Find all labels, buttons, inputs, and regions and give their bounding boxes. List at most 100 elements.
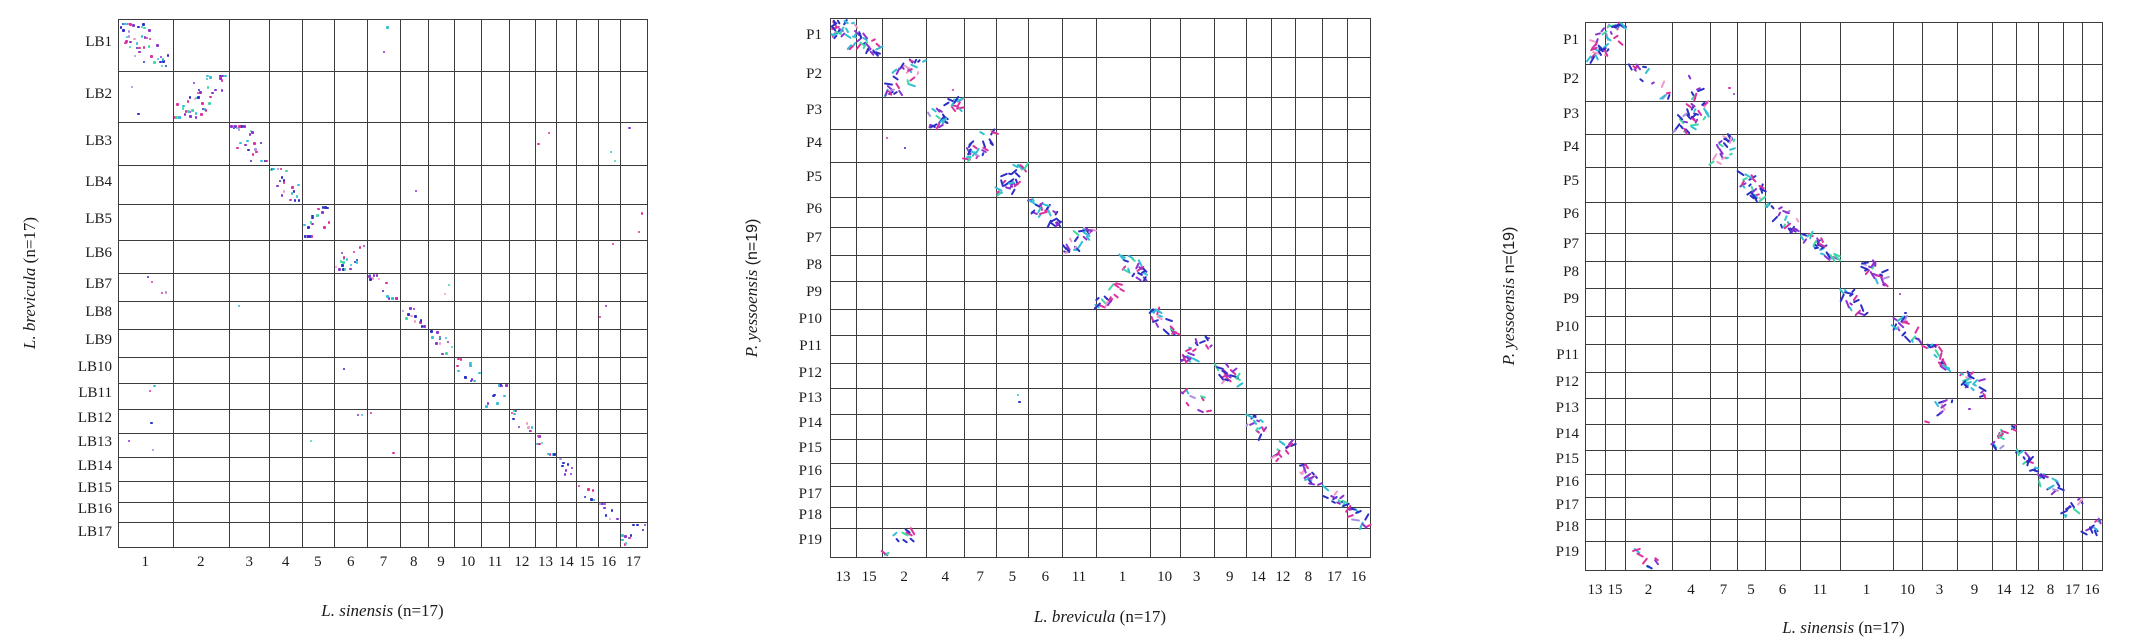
col-label: 1: [1118, 569, 1127, 585]
synteny-mark: [1322, 494, 1330, 500]
row-label: LB12: [77, 410, 112, 427]
synteny-mark: [1696, 109, 1703, 118]
synteny-mark: [125, 40, 128, 43]
synteny-mark: [891, 531, 898, 538]
col-label: 12: [1275, 569, 1291, 585]
synteny-mark: [1205, 409, 1212, 414]
synteny-mark: [1284, 448, 1291, 455]
stray-dot: [537, 142, 540, 145]
synteny-mark: [244, 143, 247, 147]
grid-line: [830, 485, 1371, 487]
x-axis-count: (n=17): [1115, 607, 1167, 626]
synteny-mark: [282, 190, 286, 193]
synteny-mark: [934, 114, 941, 120]
synteny-mark: [1007, 172, 1013, 176]
grid-line: [1585, 100, 2103, 102]
grid-line: [830, 557, 1371, 558]
grid-line: [1585, 424, 2103, 426]
stray-dot: [443, 292, 446, 295]
synteny-mark: [306, 235, 309, 238]
synteny-mark: [122, 29, 125, 32]
synteny-mark: [311, 222, 314, 226]
synteny-mark: [1184, 389, 1190, 396]
stray-dot: [1904, 311, 1907, 315]
synteny-mark: [230, 125, 233, 128]
synteny-mark: [604, 514, 608, 517]
row-label: P17: [798, 485, 822, 502]
synteny-mark: [353, 260, 357, 264]
col-label: 16: [601, 554, 617, 570]
grid-line: [118, 502, 648, 503]
col-label: 8: [410, 554, 418, 570]
col-label: 10: [1900, 582, 1915, 598]
grid-line: [830, 528, 1371, 530]
synteny-mark: [249, 159, 253, 163]
grid-line: [830, 335, 1371, 337]
synteny-mark: [438, 336, 442, 340]
synteny-mark: [1350, 518, 1360, 523]
synteny-mark: [129, 40, 132, 44]
synteny-mark: [1702, 107, 1710, 115]
synteny-mark: [156, 57, 160, 61]
synteny-mark: [436, 331, 439, 334]
synteny-mark: [260, 159, 263, 163]
synteny-mark: [310, 235, 313, 238]
grid-line: [1737, 22, 1738, 570]
grid-line: [830, 18, 831, 557]
synteny-mark: [220, 89, 224, 92]
grid-line: [830, 507, 1371, 509]
stray-dot: [150, 421, 153, 424]
synteny-mark: [629, 534, 633, 537]
synteny-mark: [1330, 499, 1336, 504]
synteny-mark: [441, 352, 444, 356]
stray-dot: [611, 243, 614, 246]
synteny-mark: [999, 172, 1009, 178]
synteny-mark: [394, 297, 398, 300]
grid-line: [1585, 134, 2103, 136]
synteny-mark: [285, 169, 288, 173]
grid-line: [830, 254, 1371, 256]
stray-dot: [386, 26, 389, 29]
synteny-mark: [142, 23, 145, 26]
synteny-mark: [844, 26, 850, 33]
synteny-mark: [587, 488, 590, 491]
synteny-mark: [247, 148, 250, 152]
col-label: 10: [460, 554, 476, 570]
synteny-mark: [1010, 188, 1017, 196]
col-label: 2: [900, 569, 908, 585]
synteny-mark: [1687, 74, 1692, 80]
synteny-mark: [1278, 439, 1287, 447]
synteny-mark: [1769, 204, 1775, 210]
synteny-mark: [133, 54, 137, 58]
synteny-mark: [895, 538, 900, 544]
grid-line: [1585, 570, 2103, 571]
grid-line: [1585, 63, 2103, 65]
col-label: 6: [1778, 582, 1787, 598]
synteny-mark: [254, 148, 257, 151]
grid-line: [1765, 22, 1766, 570]
col-label: 11: [1071, 569, 1087, 585]
grid-line: [1585, 540, 2103, 542]
synteny-mark: [160, 64, 164, 68]
synteny-mark: [259, 141, 263, 145]
synteny-mark: [603, 502, 607, 506]
synteny-mark: [148, 37, 152, 41]
row-label: LB11: [78, 385, 112, 402]
synteny-mark: [290, 192, 294, 195]
grid-line: [118, 204, 648, 206]
synteny-mark: [621, 534, 624, 537]
synteny-mark: [189, 115, 192, 118]
synteny-mark: [1660, 79, 1667, 89]
synteny-mark: [349, 267, 352, 271]
synteny-mark: [143, 26, 146, 30]
col-label: 4: [281, 554, 290, 570]
synteny-mark: [1347, 513, 1355, 519]
col-label: 14: [1250, 569, 1266, 585]
grid-line: [508, 19, 510, 547]
col-label: 4: [941, 569, 949, 585]
synteny-mark: [444, 336, 448, 340]
synteny-mark: [385, 281, 388, 285]
stray-dot: [342, 367, 345, 371]
synteny-mark: [276, 184, 279, 188]
synteny-mark: [497, 384, 501, 387]
